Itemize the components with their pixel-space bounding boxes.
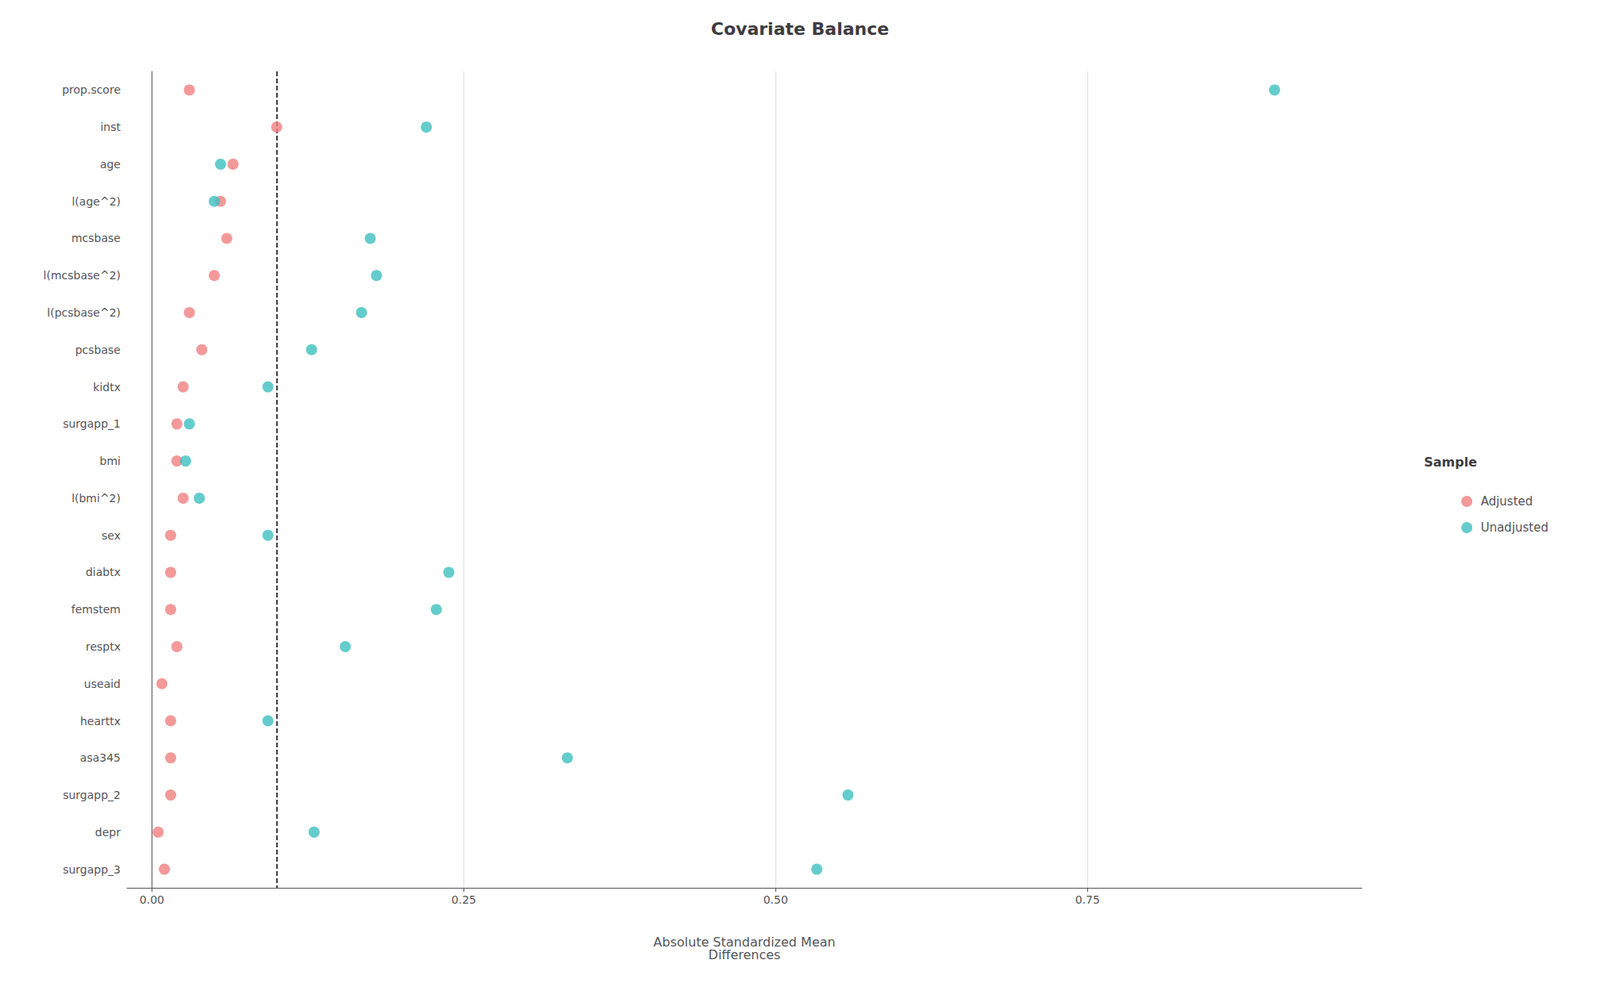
svg-text:0.00: 0.00 [139, 893, 165, 907]
svg-text:l(bmi^2): l(bmi^2) [71, 492, 121, 505]
svg-text:sex: sex [101, 529, 121, 543]
svg-text:0.25: 0.25 [451, 893, 477, 907]
svg-text:asa345: asa345 [80, 751, 121, 765]
svg-text:depr: depr [95, 826, 121, 839]
svg-text:prop.score: prop.score [61, 83, 121, 97]
svg-text:femstem: femstem [71, 603, 121, 616]
svg-text:mcsbase: mcsbase [71, 231, 121, 245]
svg-text:hearttx: hearttx [80, 715, 121, 728]
svg-text:l(pcsbase^2): l(pcsbase^2) [46, 306, 121, 320]
svg-text:kidtx: kidtx [92, 380, 121, 394]
svg-text:surgapp_1: surgapp_1 [62, 417, 121, 431]
svg-text:0.50: 0.50 [763, 893, 789, 907]
svg-text:surgapp_3: surgapp_3 [62, 863, 121, 877]
svg-text:Absolute Standardized Mean: Absolute Standardized Mean [653, 934, 836, 950]
svg-text:l(age^2): l(age^2) [71, 195, 121, 208]
svg-text:Adjusted: Adjusted [1480, 494, 1534, 509]
svg-text:Sample: Sample [1423, 454, 1477, 470]
svg-text:Differences: Differences [708, 947, 781, 963]
svg-text:Unadjusted: Unadjusted [1480, 520, 1549, 535]
svg-text:0.75: 0.75 [1075, 893, 1100, 907]
svg-text:l(mcsbase^2): l(mcsbase^2) [43, 269, 121, 282]
svg-text:bmi: bmi [100, 454, 121, 468]
svg-text:diabtx: diabtx [85, 565, 121, 579]
svg-text:Covariate Balance: Covariate Balance [711, 19, 889, 39]
svg-text:surgapp_2: surgapp_2 [62, 788, 121, 802]
svg-text:resptx: resptx [85, 640, 121, 654]
svg-text:inst: inst [100, 120, 121, 134]
svg-text:useaid: useaid [84, 677, 121, 691]
svg-text:pcsbase: pcsbase [75, 343, 121, 357]
svg-text:age: age [100, 157, 121, 171]
